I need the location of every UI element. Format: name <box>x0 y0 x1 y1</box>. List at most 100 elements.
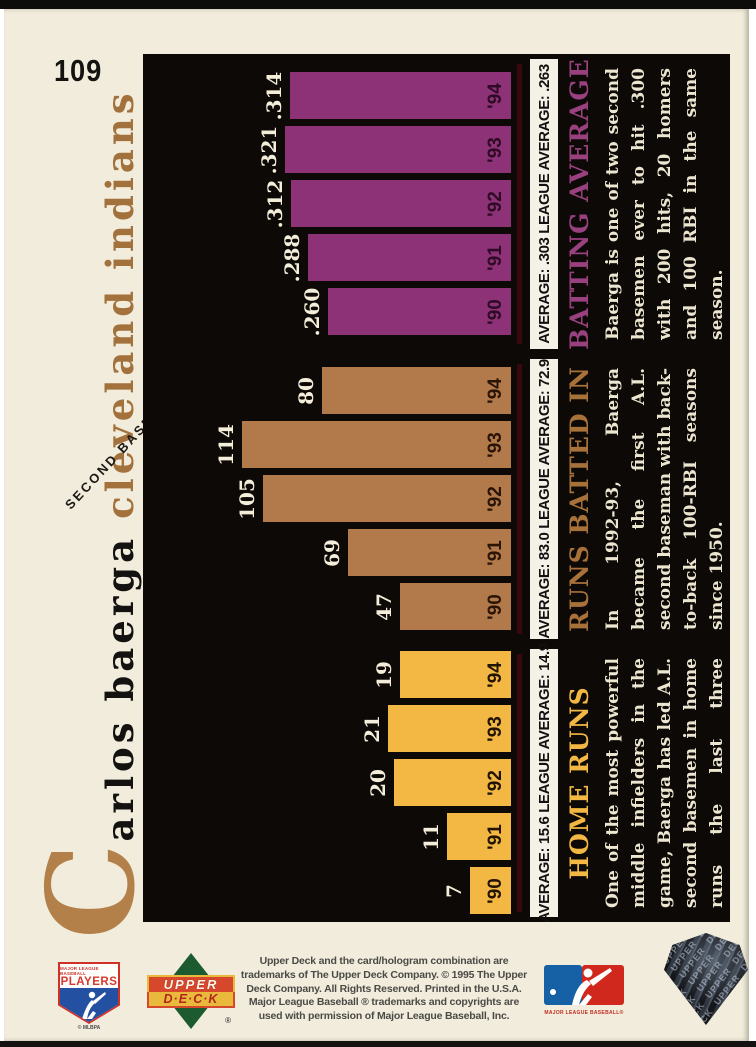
section-note-home_runs: One of the most powerful middle infielde… <box>603 658 727 908</box>
copyright-text: Upper Deck and the card/hologram combina… <box>240 955 528 1023</box>
year-label: '93 <box>485 137 506 163</box>
average-strip-home_runs: AVERAGE: 15.6 LEAGUE AVERAGE: 14.9 <box>530 643 558 922</box>
bar-value-label: 105 <box>235 478 259 520</box>
year-label: '92 <box>485 486 506 512</box>
upper-deck-logo: UPPER D·E·C·K ® <box>147 953 235 1031</box>
bar-value-label: .312 <box>263 179 287 229</box>
bar-value-label: .260 <box>300 287 324 337</box>
hologram-text: UPPER DECK UPPER DECK UPPER DECK UPPER D… <box>664 933 748 1025</box>
mlb-batter-icon <box>544 965 624 1005</box>
year-label: '92 <box>485 191 506 217</box>
bar-value-label: 11 <box>419 823 443 851</box>
section-title-batting_average: BATTING AVERAGE <box>565 58 594 350</box>
year-label: '91 <box>485 824 506 850</box>
bar-group-93: .321 '93 <box>257 125 511 175</box>
chart-section-batting_average: .260 '90 .288 '91 .312 '92 .321 '93 .314 '94 AVERA… <box>143 54 730 354</box>
bar: '91 <box>447 813 511 861</box>
player-initial: C <box>21 843 162 939</box>
upper-deck-deck-text: D·E·C·K <box>147 992 235 1008</box>
year-label: '92 <box>485 770 506 796</box>
year-label: '93 <box>485 716 506 742</box>
baseline-accent <box>517 654 522 912</box>
bar-value-label: 69 <box>320 539 344 567</box>
bar-group-93: 114 '93 <box>214 421 511 469</box>
mlbpa-copyright: © MLBPA <box>77 1025 101 1031</box>
mlb-label: MAJOR LEAGUE BASEBALL® <box>544 1010 624 1016</box>
year-label: '90 <box>485 299 506 325</box>
section-note-batting_average: Baerga is one of two second basemen ever… <box>603 68 727 340</box>
bar: '93 <box>242 421 511 469</box>
bar-value-label: 80 <box>294 377 318 405</box>
mlbpa-shield: MAJOR LEAGUE BASEBALL PLAYERS <box>58 962 120 1024</box>
card-number: 109 <box>54 53 103 88</box>
year-label: '94 <box>485 378 506 404</box>
year-label: '93 <box>485 432 506 458</box>
year-label: '91 <box>485 540 506 566</box>
bar-group-93: 21 '93 <box>360 705 511 753</box>
bar-group-91: 11 '91 <box>419 813 511 861</box>
bar-value-label: 7 <box>442 884 466 898</box>
mlbpa-top-text: MAJOR LEAGUE BASEBALL <box>60 966 99 976</box>
bar-value-label: 114 <box>214 424 238 466</box>
section-title-home_runs: HOME RUNS <box>565 686 594 880</box>
bar: '90 <box>400 583 511 631</box>
stats-panel-rotated-content: 7 '90 11 '91 20 '92 21 '93 19 '94 AVERAGE: 15.6 LE… <box>143 54 730 922</box>
bar-chart-runs_batted_in: 47 '90 69 '91 105 '92 114 '93 80 '94 <box>143 354 511 644</box>
mlb-logo: MAJOR LEAGUE BASEBALL® <box>544 965 624 1016</box>
hologram-diamond: UPPER DECK UPPER DECK UPPER DECK UPPER D… <box>664 933 748 1025</box>
bar-value-label: 20 <box>366 769 390 797</box>
section-title-runs_batted_in: RUNS BATTED IN <box>565 366 594 632</box>
average-strip-runs_batted_in: AVERAGE: 83.0 LEAGUE AVERAGE: 72.9 <box>530 359 558 639</box>
bar: '90 <box>328 288 511 336</box>
year-label: '94 <box>485 662 506 688</box>
bar-chart-batting_average: .260 '90 .288 '91 .312 '92 .321 '93 .314 '94 <box>143 54 511 354</box>
year-label: '90 <box>485 594 506 620</box>
bar-value-label: 19 <box>372 661 396 689</box>
bar-group-91: 69 '91 <box>320 529 511 577</box>
mlbpa-players-text: PLAYERS <box>60 976 118 988</box>
year-label: '91 <box>485 245 506 271</box>
bar: '93 <box>285 126 511 174</box>
mlbpa-batter-icon <box>60 988 118 1022</box>
bar-value-label: .321 <box>257 125 281 175</box>
bar-value-label: .314 <box>262 71 286 121</box>
bar-group-92: 20 '92 <box>366 759 511 807</box>
bar: '94 <box>322 367 511 415</box>
bar: '92 <box>291 180 511 228</box>
baseline-accent <box>517 364 522 634</box>
chart-section-home_runs: 7 '90 11 '91 20 '92 21 '93 19 '94 AVERAGE: 15.6 LE… <box>143 643 730 922</box>
stats-panel: 7 '90 11 '91 20 '92 21 '93 19 '94 AVERAGE: 15.6 LE… <box>143 54 730 922</box>
bar: '92 <box>263 475 511 523</box>
bar-group-90: .260 '90 <box>300 287 511 337</box>
bar-group-94: 80 '94 <box>294 367 511 415</box>
bar-value-label: 47 <box>372 593 396 621</box>
chart-section-runs_batted_in: 47 '90 69 '91 105 '92 114 '93 80 '94 AVERAGE: 83.0… <box>143 354 730 644</box>
bar: '94 <box>400 651 511 699</box>
bar: '94 <box>290 72 511 120</box>
bar-value-label: 21 <box>360 715 384 743</box>
year-label: '90 <box>485 878 506 904</box>
bar: '90 <box>470 867 511 915</box>
bar-group-90: 47 '90 <box>372 583 511 631</box>
mlbpa-logo: MAJOR LEAGUE BASEBALL PLAYERS © MLBPA <box>58 962 120 1031</box>
upper-deck-upper-text: UPPER <box>147 975 235 992</box>
bar-value-label: .288 <box>280 233 304 283</box>
bar: '91 <box>348 529 511 577</box>
bar-group-92: 105 '92 <box>235 475 511 523</box>
scan-edge-top <box>0 0 756 9</box>
bar-group-90: 7 '90 <box>442 867 511 915</box>
bar-group-91: .288 '91 <box>280 233 511 283</box>
section-note-runs_batted_in: In 1992-93, Baerga became the first A.L.… <box>603 368 727 630</box>
player-name: arlos baerga <box>98 534 142 842</box>
bar: '93 <box>388 705 511 753</box>
year-label: '94 <box>485 83 506 109</box>
registered-mark: ® <box>225 1016 231 1025</box>
bar-chart-home_runs: 7 '90 11 '91 20 '92 21 '93 19 '94 <box>143 644 511 922</box>
card-back: 109 C arlos baerga cleveland indians SEC… <box>4 9 749 1041</box>
bar: '92 <box>394 759 511 807</box>
player-title-rotated: C arlos baerga cleveland indians SECOND … <box>21 59 162 939</box>
bar-group-92: .312 '92 <box>263 179 511 229</box>
scan-edge-bottom <box>0 1041 756 1047</box>
average-strip-batting_average: AVERAGE: .303 LEAGUE AVERAGE: .263 <box>530 59 558 349</box>
